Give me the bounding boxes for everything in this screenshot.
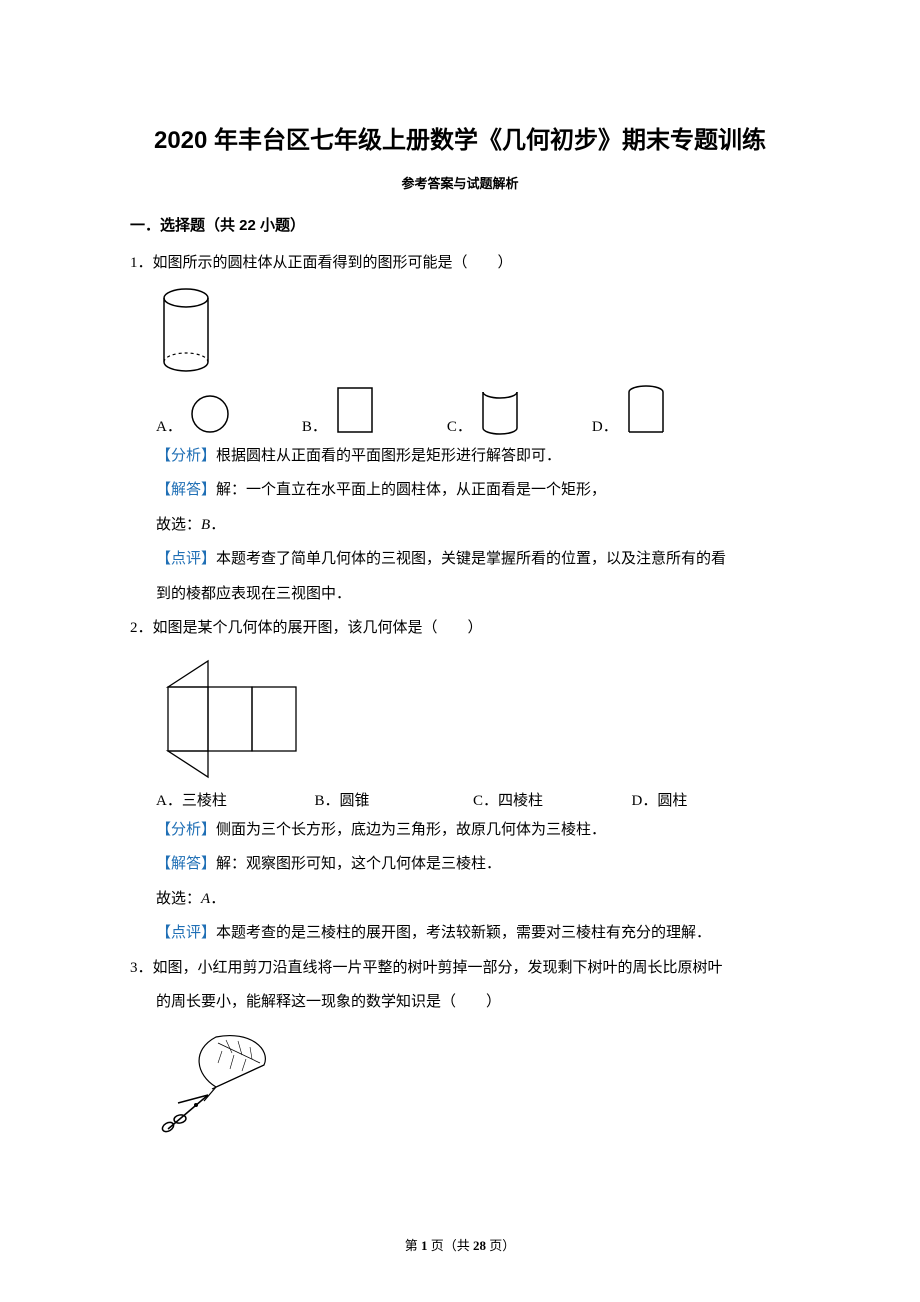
q1-stem: 1．如图所示的圆柱体从正面看得到的图形可能是（ ） — [130, 249, 790, 278]
q1-analysis-label: 【分析】 — [156, 448, 216, 464]
q1-comment-text1: 本题考查了简单几何体的三视图，关键是掌握所看的位置，以及注意所有的看 — [216, 551, 726, 567]
q2-answer: 【解答】解：观察图形可知，这个几何体是三棱柱． — [130, 850, 790, 879]
page-title: 2020 年丰台区七年级上册数学《几何初步》期末专题训练 — [130, 120, 790, 155]
q1-option-a-figure — [188, 392, 232, 436]
q3-figure-leaf — [156, 1025, 790, 1135]
q1-analysis-text: 根据圆柱从正面看的平面图形是矩形进行解答即可． — [216, 448, 561, 464]
q2-option-d: D．圆柱 — [632, 789, 791, 810]
q3-stem-line1: 3．如图，小红用剪刀沿直线将一片平整的树叶剪掉一部分，发现剩下树叶的周长比原树叶 — [130, 954, 790, 983]
q1-option-a-label: A． — [156, 415, 182, 436]
q1-comment-label: 【点评】 — [156, 551, 216, 567]
q1-analysis: 【分析】根据圆柱从正面看的平面图形是矩形进行解答即可． — [130, 442, 790, 471]
q2-analysis-text: 侧面为三个长方形，底边为三角形，故原几何体为三棱柱． — [216, 822, 606, 838]
q2-pick-prefix: 故选： — [156, 891, 201, 907]
q1-comment-line2: 到的棱都应表现在三视图中． — [130, 580, 790, 609]
q1-answer: 【解答】解：一个直立在水平面上的圆柱体，从正面看是一个矩形， — [130, 476, 790, 505]
q1-answer-text: 解：一个直立在水平面上的圆柱体，从正面看是一个矩形， — [216, 482, 606, 498]
q1-comment-line1: 【点评】本题考查了简单几何体的三视图，关键是掌握所看的位置，以及注意所有的看 — [130, 545, 790, 574]
q2-comment-label: 【点评】 — [156, 925, 216, 941]
footer-mid: 页（共 — [427, 1238, 473, 1253]
footer-post: 页） — [486, 1238, 515, 1253]
footer-pre: 第 — [405, 1238, 421, 1253]
footer-total-pages: 28 — [473, 1238, 486, 1253]
q2-option-b: B．圆锥 — [315, 789, 474, 810]
q1-pick: 故选：B． — [130, 511, 790, 540]
q1-pick-prefix: 故选： — [156, 517, 201, 533]
q1-option-b-label: B． — [302, 415, 327, 436]
q1-option-c-label: C． — [447, 415, 472, 436]
q2-option-a: A．三棱柱 — [156, 789, 315, 810]
q2-option-c: C．四棱柱 — [473, 789, 632, 810]
q1-option-d-figure — [624, 384, 668, 436]
q1-option-b-figure — [333, 384, 377, 436]
page-footer: 第 1 页（共 28 页） — [0, 1235, 920, 1254]
q1-answer-label: 【解答】 — [156, 482, 216, 498]
q1-pick-suffix: ． — [210, 517, 225, 533]
q2-pick-suffix: ． — [210, 891, 225, 907]
q2-pick: 故选：A． — [130, 885, 790, 914]
q1-option-a: A． — [156, 392, 232, 436]
q2-answer-label: 【解答】 — [156, 856, 216, 872]
q1-figure-cylinder — [156, 286, 790, 376]
q2-comment: 【点评】本题考查的是三棱柱的展开图，考法较新颖，需要对三棱柱有充分的理解． — [130, 919, 790, 948]
q2-analysis-label: 【分析】 — [156, 822, 216, 838]
q1-option-c: C． — [447, 384, 522, 436]
q2-analysis: 【分析】侧面为三个长方形，底边为三角形，故原几何体为三棱柱． — [130, 816, 790, 845]
q2-comment-text: 本题考查的是三棱柱的展开图，考法较新颖，需要对三棱柱有充分的理解． — [216, 925, 711, 941]
q1-option-d-label: D． — [592, 415, 618, 436]
page-subtitle: 参考答案与试题解析 — [130, 173, 790, 192]
q2-stem: 2．如图是某个几何体的展开图，该几何体是（ ） — [130, 614, 790, 643]
q1-pick-letter: B — [201, 517, 210, 533]
q2-options-row: A．三棱柱 B．圆锥 C．四棱柱 D．圆柱 — [156, 789, 790, 810]
q2-answer-text: 解：观察图形可知，这个几何体是三棱柱． — [216, 856, 501, 872]
q1-options-row: A． B． C． D． — [156, 384, 790, 436]
q2-pick-letter: A — [201, 891, 210, 907]
q1-option-b: B． — [302, 384, 377, 436]
q1-option-c-figure — [478, 384, 522, 436]
q3-stem-line2: 的周长要小，能解释这一现象的数学知识是（ ） — [130, 988, 790, 1017]
q2-figure-net — [156, 651, 790, 781]
section-heading-1: 一．选择题（共 22 小题） — [130, 214, 790, 235]
q1-option-d: D． — [592, 384, 668, 436]
